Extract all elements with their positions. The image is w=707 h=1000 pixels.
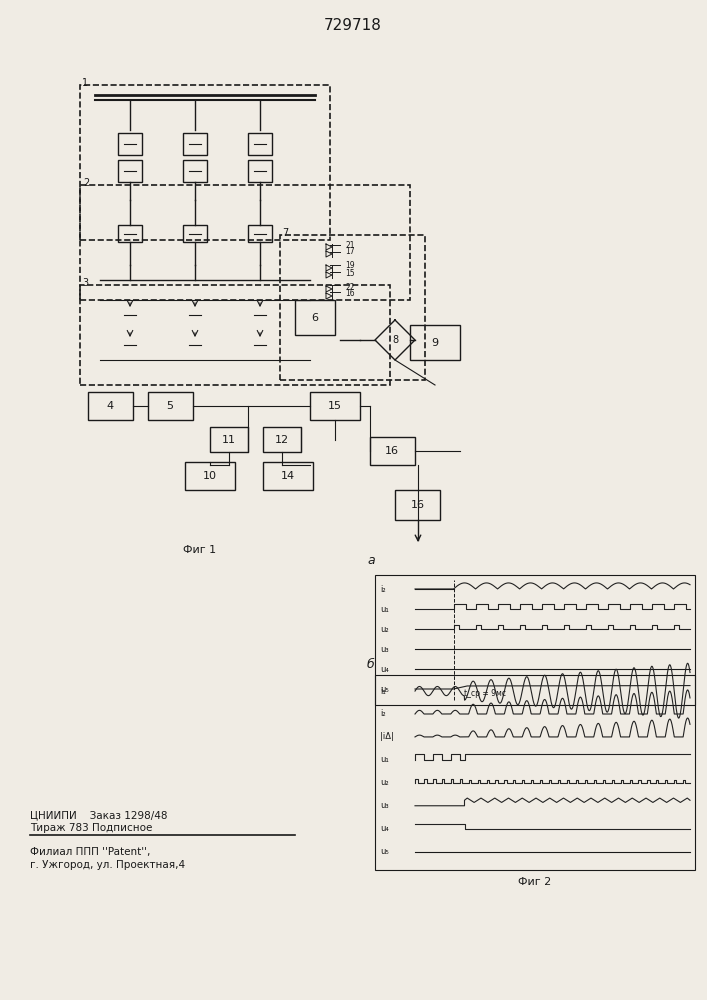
Text: 22: 22 <box>345 282 354 292</box>
Bar <box>395 490 440 520</box>
Text: 16: 16 <box>345 290 355 298</box>
Text: 6: 6 <box>312 313 318 323</box>
Text: 5: 5 <box>167 401 173 411</box>
Text: Филиал ППП ''Patent'',: Филиал ППП ''Patent'', <box>30 847 151 857</box>
Bar <box>118 133 142 155</box>
Text: u₁: u₁ <box>380 604 389 613</box>
Text: u₅: u₅ <box>380 684 389 694</box>
Bar <box>118 225 142 242</box>
Text: i₂: i₂ <box>380 584 385 593</box>
Text: 16: 16 <box>411 500 425 510</box>
Text: u₁: u₁ <box>380 755 389 764</box>
Text: i₁: i₁ <box>380 687 386 696</box>
Text: 21: 21 <box>345 240 354 249</box>
Bar <box>375 575 695 705</box>
Bar <box>183 160 207 182</box>
Text: 2: 2 <box>83 178 89 188</box>
Bar <box>88 392 133 420</box>
Text: u₂: u₂ <box>380 624 389 634</box>
Bar <box>118 160 142 182</box>
Text: 8: 8 <box>392 335 398 345</box>
Text: ЦНИИПИ    Заказ 1298/48: ЦНИИПИ Заказ 1298/48 <box>30 810 168 820</box>
Text: 7: 7 <box>282 228 288 238</box>
Text: u₅: u₅ <box>380 847 389 856</box>
Bar <box>248 160 272 182</box>
Text: 19: 19 <box>345 261 355 270</box>
Text: 17: 17 <box>345 247 355 256</box>
Bar <box>148 392 193 420</box>
Text: t_cp = 9мс: t_cp = 9мс <box>464 688 506 698</box>
Text: u₃: u₃ <box>380 801 389 810</box>
Text: Фиг 2: Фиг 2 <box>518 877 551 887</box>
Text: u₄: u₄ <box>380 824 389 833</box>
Text: i₂: i₂ <box>380 710 385 718</box>
Text: 14: 14 <box>281 471 295 481</box>
Text: 11: 11 <box>222 435 236 445</box>
Text: Тираж 783 Подписное: Тираж 783 Подписное <box>30 823 153 833</box>
Bar <box>280 235 425 380</box>
Text: 15: 15 <box>345 268 355 277</box>
Text: u₃: u₃ <box>380 645 389 654</box>
Bar <box>263 427 301 452</box>
Text: |iΔ|: |iΔ| <box>380 732 394 741</box>
Text: 9: 9 <box>431 338 438 348</box>
Text: 15: 15 <box>328 401 342 411</box>
Bar <box>185 462 235 490</box>
Text: 12: 12 <box>275 435 289 445</box>
Bar <box>80 185 410 300</box>
Text: u₄: u₄ <box>380 664 389 674</box>
Bar <box>183 133 207 155</box>
Text: 3: 3 <box>82 278 88 288</box>
Bar <box>183 225 207 242</box>
Bar <box>375 675 695 870</box>
Text: 16: 16 <box>385 446 399 456</box>
Bar <box>248 133 272 155</box>
Bar <box>80 85 330 240</box>
Bar <box>263 462 313 490</box>
Text: г. Ужгород, ул. Проектная,4: г. Ужгород, ул. Проектная,4 <box>30 860 185 870</box>
Text: 729718: 729718 <box>324 17 382 32</box>
Bar <box>248 225 272 242</box>
Text: Фиг 1: Фиг 1 <box>183 545 216 555</box>
Text: u₂: u₂ <box>380 778 389 787</box>
Bar <box>295 300 335 335</box>
Bar <box>210 427 248 452</box>
Bar <box>370 437 415 465</box>
Bar <box>310 392 360 420</box>
Text: 10: 10 <box>203 471 217 481</box>
Text: 1: 1 <box>82 78 88 88</box>
Text: б: б <box>367 658 375 672</box>
Text: 4: 4 <box>107 401 114 411</box>
Bar <box>80 285 390 385</box>
Text: a: a <box>367 554 375 566</box>
Bar <box>410 325 460 360</box>
